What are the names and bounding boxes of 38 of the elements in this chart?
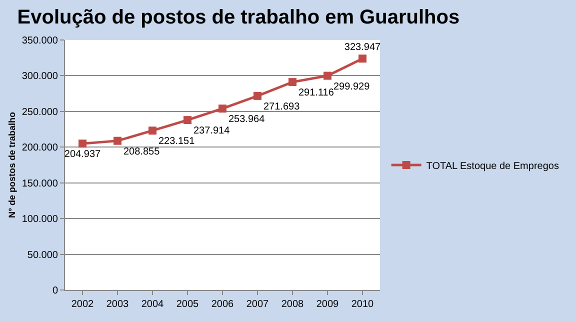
point (218, 104, 226, 113)
chart-title: Evolução de postos de trabalho em Guarulhos (17, 6, 460, 29)
data-label: 253.964 (228, 114, 266, 126)
point (358, 54, 366, 63)
x-tick-label: 2010 (351, 299, 374, 310)
point (324, 72, 332, 80)
data-label: 271.693 (264, 101, 300, 112)
y-tick-label: 300.000 (22, 71, 58, 82)
data-label: 237.914 (194, 126, 230, 137)
data-label: 299.929 (334, 81, 370, 92)
x-tick-label: 2003 (106, 299, 130, 310)
point (78, 140, 86, 148)
y-axis-title: N° de postos de trabalho (7, 111, 18, 218)
y-tick-label: 0 (52, 286, 58, 296)
y-tick-label: 50.000 (27, 250, 58, 261)
x-tick-label: 2009 (316, 299, 340, 310)
x-tick-label: 2004 (141, 299, 164, 310)
y-tick-label: 100.000 (22, 214, 58, 226)
point (288, 78, 296, 86)
point (114, 136, 122, 145)
data-label: 323.947 (344, 42, 382, 54)
x-tick-label: 2005 (176, 299, 200, 310)
x-tick-label: 2002 (71, 299, 94, 310)
data-label: 208.855 (124, 146, 160, 158)
y-tick-label: 250.000 (22, 106, 58, 118)
point (254, 92, 262, 100)
x-tick-label: 2006 (211, 299, 234, 310)
legend-label: TOTAL Estoque de Empregos (426, 160, 559, 172)
data-label: 204.937 (64, 149, 102, 160)
point (148, 126, 156, 135)
x-tick-label: 2008 (281, 299, 304, 310)
x-tick-label: 2007 (246, 299, 270, 310)
point (184, 116, 192, 124)
y-tick-label: 150.000 (22, 178, 58, 190)
data-label: 291.116 (298, 88, 334, 99)
data-label: 223.151 (158, 136, 196, 148)
y-tick-label: 200.000 (22, 142, 58, 154)
y-tick-label: 350.000 (22, 36, 58, 46)
